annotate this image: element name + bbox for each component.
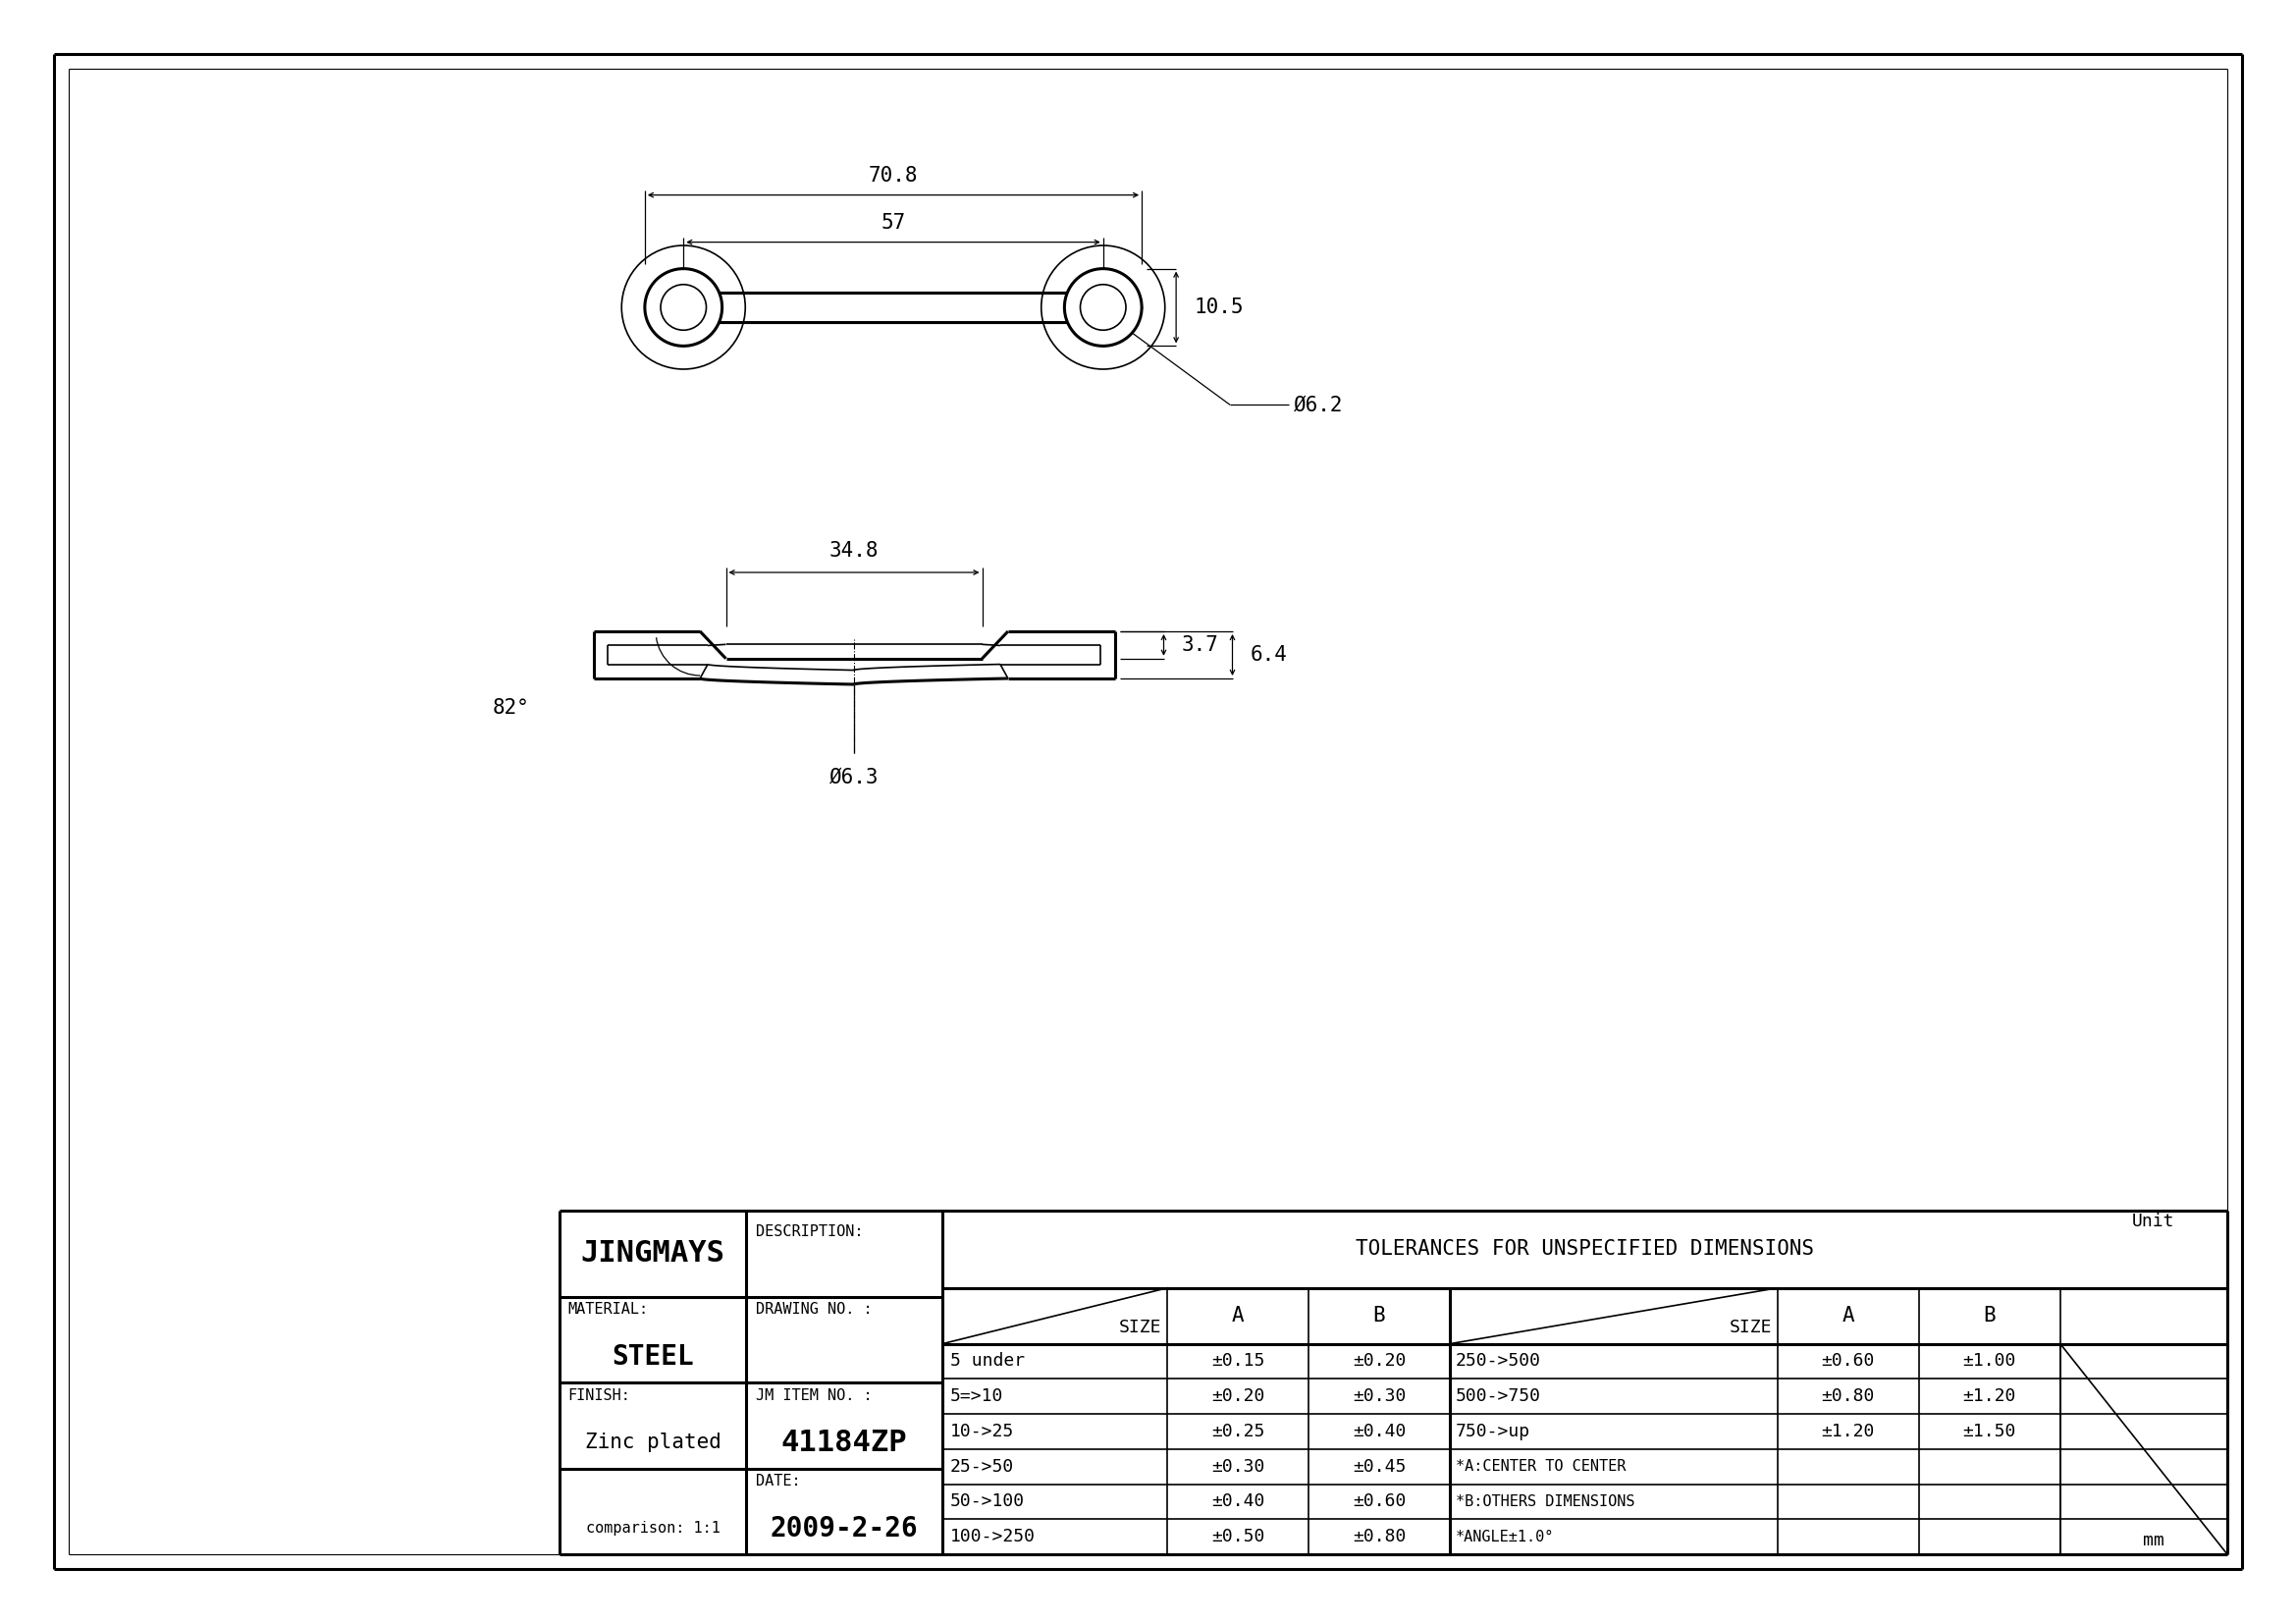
Text: ±0.20: ±0.20: [1212, 1388, 1265, 1406]
Text: B: B: [1373, 1307, 1384, 1326]
Text: DATE:: DATE:: [755, 1474, 801, 1488]
Text: 3.7: 3.7: [1182, 635, 1219, 654]
Text: JM ITEM NO. :: JM ITEM NO. :: [755, 1388, 872, 1402]
Text: FINISH:: FINISH:: [567, 1388, 629, 1402]
Text: ±0.20: ±0.20: [1352, 1352, 1405, 1370]
Text: SIZE: SIZE: [1118, 1318, 1162, 1336]
Text: ±0.15: ±0.15: [1212, 1352, 1265, 1370]
Text: 5=>10: 5=>10: [951, 1388, 1003, 1406]
Circle shape: [1065, 269, 1141, 346]
Text: JINGMAYS: JINGMAYS: [581, 1240, 726, 1268]
Text: TOLERANCES FOR UNSPECIFIED DIMENSIONS: TOLERANCES FOR UNSPECIFIED DIMENSIONS: [1355, 1240, 1814, 1259]
Text: Zinc plated: Zinc plated: [585, 1433, 721, 1453]
Text: SIZE: SIZE: [1729, 1318, 1773, 1336]
Text: 57: 57: [882, 213, 905, 232]
Text: 6.4: 6.4: [1249, 644, 1288, 665]
Circle shape: [645, 269, 723, 346]
Text: 82°: 82°: [491, 698, 530, 717]
Text: comparison: 1:1: comparison: 1:1: [585, 1521, 721, 1535]
Text: ±0.45: ±0.45: [1352, 1457, 1405, 1475]
Text: *A:CENTER TO CENTER: *A:CENTER TO CENTER: [1456, 1459, 1626, 1474]
Text: ±0.30: ±0.30: [1352, 1388, 1405, 1406]
Text: 34.8: 34.8: [829, 540, 879, 560]
Text: 500->750: 500->750: [1456, 1388, 1541, 1406]
Text: STEEL: STEEL: [611, 1342, 693, 1370]
Text: 41184ZP: 41184ZP: [781, 1428, 907, 1457]
Text: ±0.50: ±0.50: [1212, 1527, 1265, 1545]
Text: 5 under: 5 under: [951, 1352, 1024, 1370]
Text: ±0.60: ±0.60: [1352, 1493, 1405, 1511]
Text: ±0.60: ±0.60: [1821, 1352, 1876, 1370]
Text: 10->25: 10->25: [951, 1423, 1015, 1440]
Text: ±0.40: ±0.40: [1212, 1493, 1265, 1511]
Text: Ø6.2: Ø6.2: [1295, 394, 1343, 415]
Text: ±1.20: ±1.20: [1821, 1423, 1876, 1440]
Text: ±1.50: ±1.50: [1963, 1423, 2016, 1440]
Text: A: A: [1841, 1307, 1855, 1326]
Text: *ANGLE±1.0°: *ANGLE±1.0°: [1456, 1529, 1554, 1543]
Text: DRAWING NO. :: DRAWING NO. :: [755, 1302, 872, 1316]
Polygon shape: [684, 292, 1102, 321]
Text: 70.8: 70.8: [868, 166, 918, 185]
Text: A: A: [1231, 1307, 1244, 1326]
Text: 50->100: 50->100: [951, 1493, 1024, 1511]
Text: Ø6.3: Ø6.3: [829, 768, 879, 787]
Text: 25->50: 25->50: [951, 1457, 1015, 1475]
Text: MATERIAL:: MATERIAL:: [567, 1302, 647, 1316]
Text: ±0.80: ±0.80: [1821, 1388, 1876, 1406]
Text: DESCRIPTION:: DESCRIPTION:: [755, 1225, 863, 1240]
Text: ±1.20: ±1.20: [1963, 1388, 2016, 1406]
Text: ±0.30: ±0.30: [1212, 1457, 1265, 1475]
Text: 750->up: 750->up: [1456, 1423, 1531, 1440]
Text: *B:OTHERS DIMENSIONS: *B:OTHERS DIMENSIONS: [1456, 1495, 1635, 1509]
Text: 2009-2-26: 2009-2-26: [769, 1514, 918, 1542]
Text: ±1.00: ±1.00: [1963, 1352, 2016, 1370]
Text: 250->500: 250->500: [1456, 1352, 1541, 1370]
Text: ±0.25: ±0.25: [1212, 1423, 1265, 1440]
Text: 10.5: 10.5: [1194, 297, 1244, 316]
Text: ±0.40: ±0.40: [1352, 1423, 1405, 1440]
Text: Unit: Unit: [2133, 1212, 2174, 1230]
Text: mm: mm: [2142, 1532, 2165, 1548]
Text: B: B: [1984, 1307, 1995, 1326]
Text: 100->250: 100->250: [951, 1527, 1035, 1545]
Text: ±0.80: ±0.80: [1352, 1527, 1405, 1545]
